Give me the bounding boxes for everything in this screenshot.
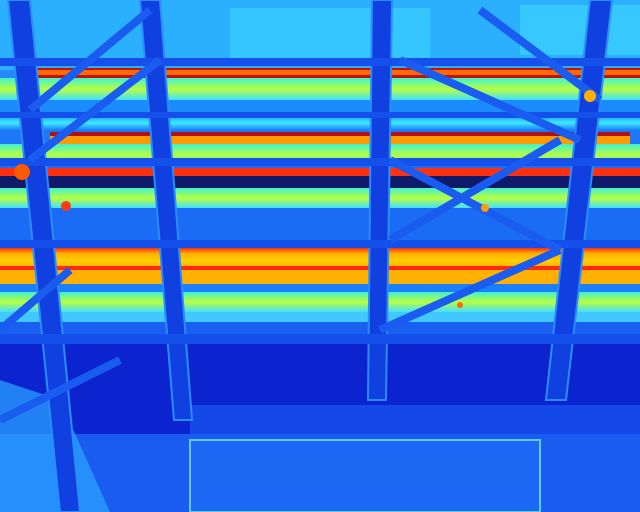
- hot-spots: [14, 90, 596, 308]
- floor-walkway: [189, 439, 541, 512]
- scaffold-braces: [0, 6, 603, 424]
- ceiling-panel-2: [520, 5, 640, 55]
- ceiling-panel: [230, 8, 430, 58]
- scaffold-beams: [0, 58, 640, 344]
- pipe-rack-row-3: [0, 168, 640, 248]
